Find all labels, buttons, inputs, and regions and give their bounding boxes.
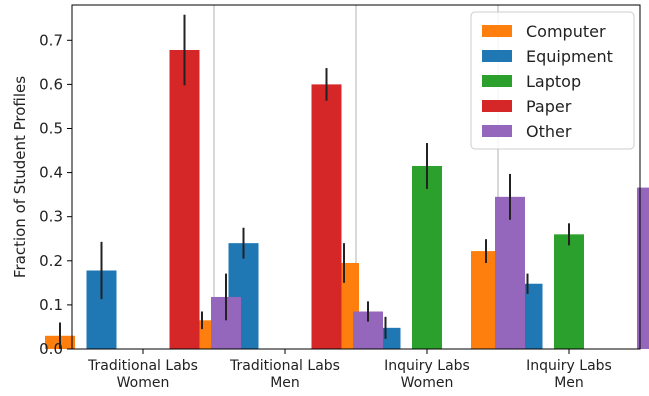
bar-paper-1: [311, 84, 342, 349]
y-tick-label: 0.4: [39, 164, 63, 182]
y-tick-label: 0.7: [39, 31, 63, 49]
y-tick-label: 0.1: [39, 296, 63, 314]
y-tick-label: 0.5: [39, 119, 63, 137]
y-tick-label: 0.6: [39, 75, 63, 93]
x-tick-label: Women: [401, 375, 454, 391]
y-tick-label: 0.2: [39, 252, 63, 270]
bar-other-2: [495, 196, 525, 349]
bars: [45, 49, 649, 349]
bar-paper-0: [169, 49, 200, 349]
legend-swatch-computer: [482, 25, 512, 37]
y-tick-label: 0.0: [39, 340, 63, 358]
x-tick-label: Women: [117, 375, 170, 391]
legend-label-equipment: Equipment: [526, 47, 613, 66]
legend-label-computer: Computer: [526, 22, 606, 41]
x-tick-label: Inquiry Labs: [526, 358, 612, 374]
legend-label-paper: Paper: [526, 97, 572, 116]
y-tick-label: 0.3: [39, 208, 63, 226]
x-tick-label: Inquiry Labs: [384, 358, 470, 374]
legend-swatch-equipment: [482, 50, 512, 62]
legend-swatch-paper: [482, 100, 512, 112]
x-tick-label: Traditional Labs: [229, 358, 340, 374]
error-bars: [59, 14, 570, 349]
x-tick-label: Men: [270, 375, 300, 391]
bar-other-3: [637, 187, 649, 349]
plot-frame: [71, 4, 641, 350]
x-tick-label: Men: [554, 375, 584, 391]
legend: Computer Equipment Laptop Paper Other: [470, 11, 635, 150]
bar-laptop-2: [412, 165, 442, 349]
legend-swatch-other: [482, 125, 512, 137]
bar-laptop-3: [554, 234, 584, 349]
legend-box: [470, 11, 635, 150]
y-axis-label: Fraction of Student Profiles: [11, 76, 29, 278]
legend-swatch-laptop: [482, 75, 512, 87]
legend-label-laptop: Laptop: [526, 72, 581, 91]
y-axis: 0.0 0.1 0.2 0.3 0.4 0.5 0.6 0.7: [39, 31, 72, 358]
x-tick-label: Traditional Labs: [87, 358, 198, 374]
legend-label-other: Other: [526, 122, 572, 141]
